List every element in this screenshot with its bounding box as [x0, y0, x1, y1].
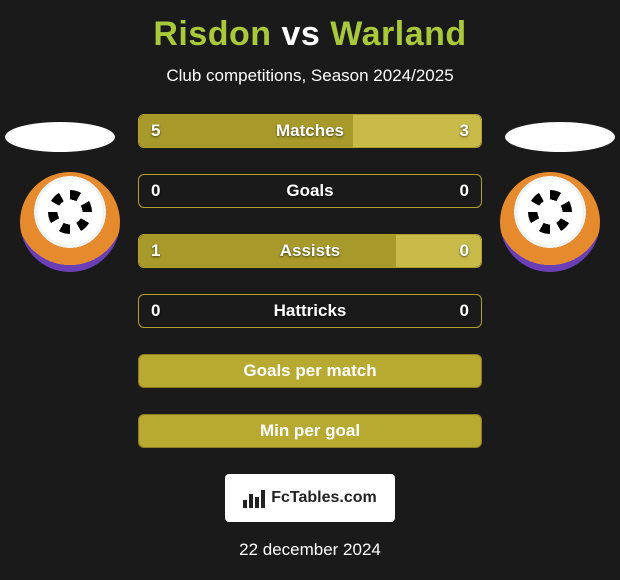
player1-placeholder-oval: [5, 122, 115, 152]
team-badge-right: [500, 172, 600, 272]
stat-label: Hattricks: [139, 301, 481, 321]
stat-value-right: 0: [460, 241, 469, 261]
stat-row-matches: 5 Matches 3: [138, 114, 482, 148]
stat-row-goals-per-match: Goals per match: [138, 354, 482, 388]
stat-label: Min per goal: [260, 421, 360, 441]
stat-row-assists: 1 Assists 0: [138, 234, 482, 268]
brand-text: FcTables.com: [271, 489, 377, 507]
player1-name: Risdon: [153, 15, 271, 53]
player2-name: Warland: [330, 15, 466, 53]
stats-column: 5 Matches 3 0 Goals 0 1 Assists 0 0 Hatt…: [138, 114, 482, 448]
stat-label: Matches: [139, 121, 481, 141]
stat-label: Goals per match: [243, 361, 376, 381]
comparison-card: Risdon vs Warland Club competitions, Sea…: [0, 0, 620, 580]
bar-chart-icon: [243, 488, 265, 508]
stat-row-min-per-goal: Min per goal: [138, 414, 482, 448]
page-title: Risdon vs Warland: [153, 15, 466, 54]
stat-label: Goals: [139, 181, 481, 201]
stat-value-right: 0: [460, 181, 469, 201]
stat-value-right: 3: [460, 121, 469, 141]
stat-label: Assists: [139, 241, 481, 261]
date-label: 22 december 2024: [239, 540, 381, 560]
vs-text: vs: [282, 15, 321, 53]
stat-row-hattricks: 0 Hattricks 0: [138, 294, 482, 328]
team-badge-left: [20, 172, 120, 272]
stat-value-right: 0: [460, 301, 469, 321]
player2-placeholder-oval: [505, 122, 615, 152]
subtitle: Club competitions, Season 2024/2025: [166, 66, 453, 86]
stat-row-goals: 0 Goals 0: [138, 174, 482, 208]
brand-badge: FcTables.com: [225, 474, 395, 522]
